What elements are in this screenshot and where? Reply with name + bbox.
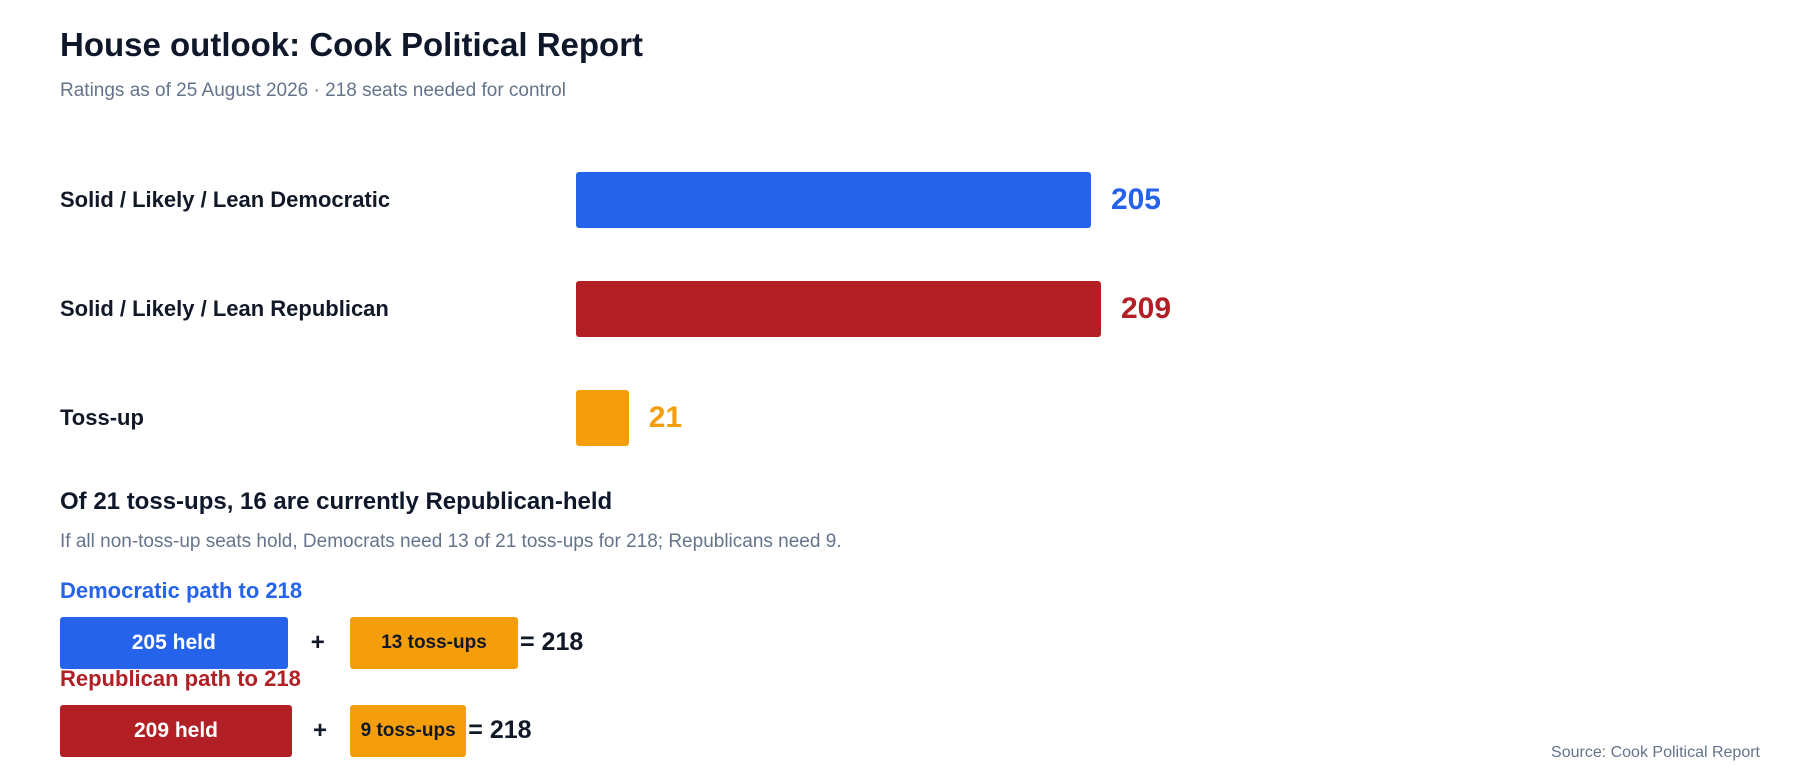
tossup-note-subtitle: If all non-toss-up seats hold, Democrats… xyxy=(60,531,842,552)
held-seats-pill: 209 held xyxy=(60,705,292,757)
bar-label: Solid / Likely / Lean Democratic xyxy=(60,187,391,212)
path-row-democratic: 205 held + 13 toss-ups = 218 xyxy=(60,617,860,669)
bar-label: Toss-up xyxy=(60,405,144,430)
bar-value-label: 209 xyxy=(1121,292,1172,325)
path-row-republican: 209 held + 9 toss-ups = 218 xyxy=(60,705,860,757)
path-title-republican: Republican path to 218 xyxy=(60,666,301,691)
plus-sign: + xyxy=(313,717,328,744)
bar xyxy=(576,172,1091,228)
bar-row-tossup: Toss-up 21 xyxy=(60,390,1260,446)
tossup-note-title: Of 21 toss-ups, 16 are currently Republi… xyxy=(60,488,613,515)
bar-value-label: 21 xyxy=(648,401,683,434)
tossup-seats-pill: 9 toss-ups xyxy=(350,705,467,757)
plus-sign: + xyxy=(310,629,325,656)
bar-value-label: 205 xyxy=(1110,183,1161,216)
bar-label: Solid / Likely / Lean Republican xyxy=(60,296,389,321)
source-note: Source: Cook Political Report xyxy=(1551,744,1760,761)
bar-row-republican: Solid / Likely / Lean Republican 209 xyxy=(60,281,1260,337)
held-seats-pill: 205 held xyxy=(60,617,288,669)
path-total: = 218 xyxy=(468,716,532,744)
bar xyxy=(576,390,629,446)
path-total: = 218 xyxy=(520,628,584,656)
chart-subtitle: Ratings as of 25 August 2026 · 218 seats… xyxy=(60,80,566,101)
path-title-democratic: Democratic path to 218 xyxy=(60,578,303,603)
bar xyxy=(576,281,1101,337)
bar-row-democratic: Solid / Likely / Lean Democratic 205 xyxy=(60,172,1260,228)
chart-title: House outlook: Cook Political Report xyxy=(60,26,644,63)
tossup-seats-pill: 13 toss-ups xyxy=(350,617,518,669)
